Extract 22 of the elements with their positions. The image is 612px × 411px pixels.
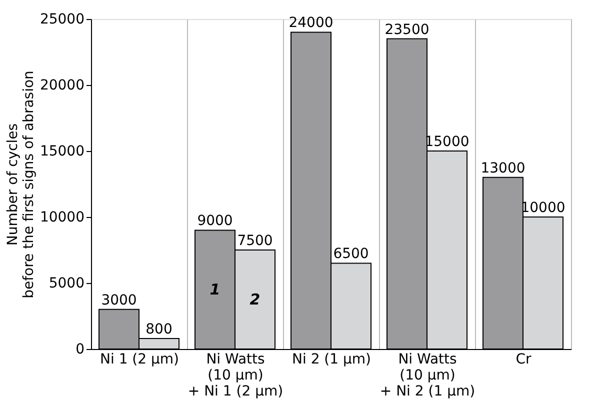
series-label: 1 bbox=[210, 280, 220, 299]
series-label: 2 bbox=[250, 290, 260, 308]
y-tick-label: 0 bbox=[76, 342, 84, 358]
y-tick-label: 5000 bbox=[48, 276, 84, 292]
data-label: 24000 bbox=[288, 15, 334, 32]
y-tick-label: 20000 bbox=[40, 78, 84, 94]
data-label: 800 bbox=[146, 321, 172, 338]
data-label: 13000 bbox=[480, 160, 526, 176]
y-tick-label: 15000 bbox=[40, 144, 84, 160]
y-tick-label: 25000 bbox=[40, 12, 84, 28]
x-tick-label: Cr bbox=[516, 352, 532, 368]
data-label: 23500 bbox=[384, 22, 430, 38]
x-tick-label: Ni Watts (10 µm) + Ni 1 (2 µm) bbox=[188, 352, 284, 400]
data-label: 3000 bbox=[101, 292, 137, 308]
data-label: 7500 bbox=[237, 233, 273, 249]
y-tick-label: 10000 bbox=[40, 210, 84, 226]
x-tick-label: Ni 1 (2 µm) bbox=[100, 352, 179, 368]
x-tick-label: Ni 2 (1 µm) bbox=[292, 352, 371, 368]
x-tick-label: Ni Watts (10 µm) + Ni 2 (1 µm) bbox=[380, 352, 476, 400]
y-axis-title: Number of cycles before the first signs of abrasion bbox=[4, 70, 37, 298]
data-label: 6500 bbox=[333, 246, 369, 262]
data-label: 9000 bbox=[197, 213, 233, 230]
